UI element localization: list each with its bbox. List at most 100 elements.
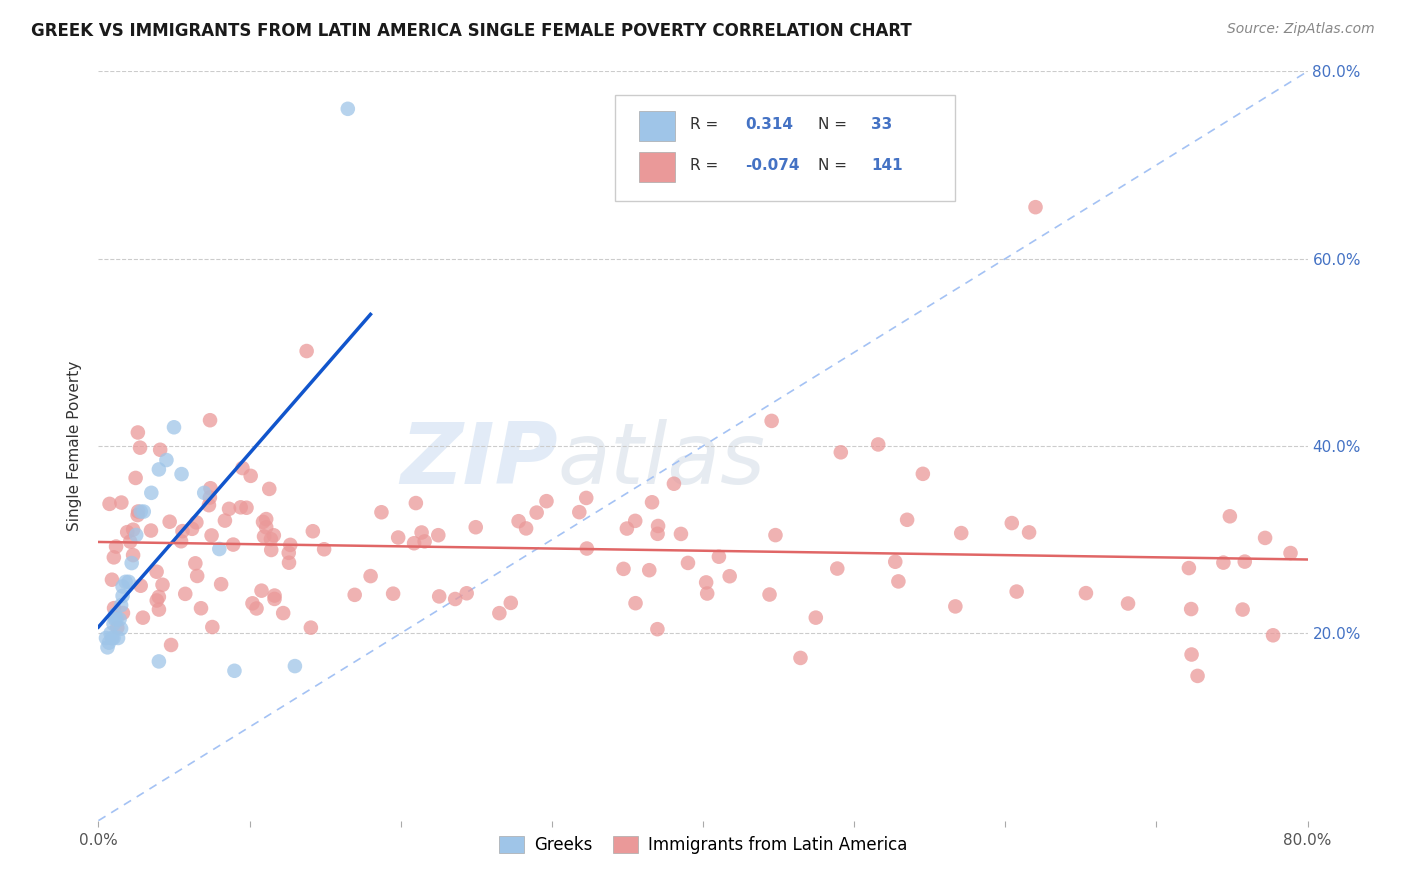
Point [148,590,170,604]
Point [145,593,167,607]
Point [127,425,149,440]
Point [370,505,392,519]
Point [488,606,510,620]
Point [1261,628,1284,642]
Point [184,557,207,571]
Point [662,476,685,491]
Point [1212,556,1234,570]
Point [295,344,318,359]
Point [616,522,638,536]
Point [110,495,132,509]
Point [456,586,478,600]
Point [100,626,122,640]
Point [218,501,240,516]
Point [259,482,281,496]
Point [382,587,405,601]
Point [122,523,145,537]
Point [108,612,131,626]
Text: 141: 141 [872,158,903,172]
Text: 0.314: 0.314 [745,117,793,132]
Point [111,580,134,594]
Point [115,525,138,540]
Point [172,524,194,538]
Point [105,621,128,635]
Point [224,664,246,678]
Point [96,640,118,655]
Point [413,534,436,549]
Point [278,538,301,552]
Point [499,596,522,610]
Point [827,561,849,575]
Point [911,467,934,481]
FancyBboxPatch shape [614,95,955,201]
Point [271,606,294,620]
Point [1074,586,1097,600]
Point [208,542,231,557]
Point [107,631,129,645]
Point [260,532,283,546]
Point [174,587,197,601]
Point [127,504,149,518]
Point [239,468,262,483]
Point [193,486,215,500]
Point [242,596,264,610]
Point [129,579,152,593]
Point [103,631,125,645]
Point [186,569,208,583]
Legend: Greeks, Immigrants from Latin America: Greeks, Immigrants from Latin America [492,830,914,861]
Point [360,569,382,583]
Point [170,534,193,549]
Point [1180,648,1202,662]
Point [132,505,155,519]
Point [101,631,124,645]
Point [254,520,277,534]
Point [98,635,121,649]
Bar [638,152,675,181]
Point [254,512,277,526]
Point [1233,555,1256,569]
Point [209,577,232,591]
Point [235,500,257,515]
Point [105,612,128,626]
Text: R =: R = [690,158,718,172]
Point [427,590,450,604]
Text: -0.074: -0.074 [745,158,800,172]
Point [1005,584,1028,599]
Point [575,491,598,505]
Point [1187,669,1209,683]
Point [804,610,827,624]
Point [263,589,285,603]
Point [129,505,152,519]
Point [118,574,141,589]
Point [148,655,170,669]
Point [387,531,409,545]
Point [1254,531,1277,545]
Y-axis label: Single Female Poverty: Single Female Poverty [67,361,83,531]
Point [950,526,973,541]
Point [765,528,787,542]
Point [612,562,634,576]
Text: N =: N = [818,158,846,172]
Point [1001,516,1024,530]
Point [647,526,669,541]
Point [278,556,301,570]
Text: GREEK VS IMMIGRANTS FROM LATIN AMERICA SINGLE FEMALE POVERTY CORRELATION CHART: GREEK VS IMMIGRANTS FROM LATIN AMERICA S… [31,22,911,40]
Text: ZIP: ZIP [401,419,558,502]
Point [94,631,117,645]
Point [200,481,222,495]
Point [114,574,136,589]
Point [1232,602,1254,616]
Point [129,441,152,455]
Point [181,522,204,536]
Point [231,461,253,475]
Point [464,520,486,534]
Point [104,612,127,626]
Point [122,548,145,562]
Point [404,536,426,550]
Point [139,524,162,538]
Point [103,550,125,565]
Point [758,588,780,602]
Point [103,601,125,615]
Point [638,563,661,577]
Point [1024,200,1046,214]
